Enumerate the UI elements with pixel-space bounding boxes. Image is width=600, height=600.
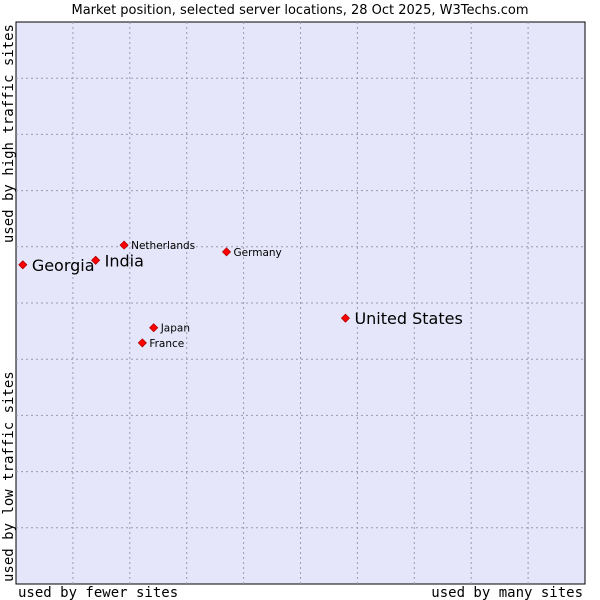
data-point-netherlands xyxy=(119,240,129,250)
point-label-japan: Japan xyxy=(160,323,190,335)
y-axis-label-bottom: used by low traffic sites xyxy=(1,371,17,582)
data-point-united-states xyxy=(340,313,351,323)
point-label-germany: Germany xyxy=(234,247,282,259)
data-point-germany xyxy=(221,247,232,257)
chart-title: Market position, selected server locatio… xyxy=(71,3,528,18)
point-label-netherlands: Netherlands xyxy=(131,240,195,252)
point-label-france: France xyxy=(149,338,184,350)
point-label-united-states: United States xyxy=(354,309,462,328)
x-axis-label-right: used by many sites xyxy=(431,585,583,600)
point-label-georgia: Georgia xyxy=(32,256,95,275)
data-point-japan xyxy=(149,323,159,333)
data-point-georgia xyxy=(18,260,28,270)
y-axis-label-top: used by high traffic sites xyxy=(1,24,17,243)
x-axis-label-left: used by fewer sites xyxy=(18,585,178,600)
point-label-india: India xyxy=(105,251,144,270)
grid-lines xyxy=(16,22,585,584)
data-point-india xyxy=(91,255,101,265)
data-point-france xyxy=(137,338,147,348)
